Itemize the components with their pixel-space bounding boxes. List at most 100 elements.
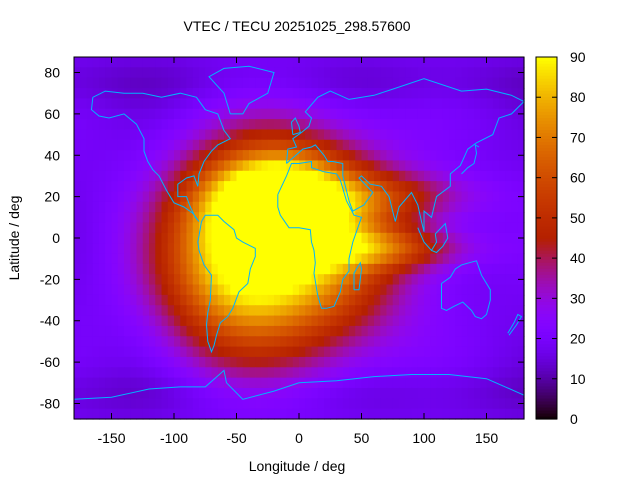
colorbar-segment bbox=[536, 189, 557, 194]
heatmap-cell bbox=[317, 274, 325, 286]
heatmap-cell bbox=[317, 98, 325, 110]
heatmap-cell bbox=[205, 57, 213, 68]
heatmap-cell bbox=[174, 139, 181, 151]
heatmap-cell bbox=[355, 253, 363, 265]
heatmap-cell bbox=[517, 57, 525, 68]
heatmap-cell bbox=[342, 57, 350, 68]
heatmap-cell bbox=[255, 377, 263, 389]
heatmap-cell bbox=[505, 263, 513, 275]
heatmap-cell bbox=[80, 274, 88, 286]
heatmap-cell bbox=[99, 243, 106, 255]
heatmap-cell bbox=[274, 408, 281, 420]
colorbar-segment bbox=[536, 75, 557, 79]
heatmap-cell bbox=[486, 201, 494, 213]
heatmap-cell bbox=[311, 77, 319, 89]
heatmap-cell bbox=[355, 274, 363, 286]
heatmap-cell bbox=[142, 346, 150, 358]
heatmap-cell bbox=[280, 274, 288, 286]
heatmap-cell bbox=[286, 212, 294, 224]
heatmap-cell bbox=[492, 294, 500, 306]
colorbar-segment bbox=[536, 231, 557, 236]
heatmap-cell bbox=[130, 232, 138, 244]
heatmap-cell bbox=[405, 346, 413, 358]
heatmap-cell bbox=[286, 356, 294, 368]
heatmap-cell bbox=[455, 67, 463, 79]
heatmap-cell bbox=[117, 232, 125, 244]
heatmap-cell bbox=[505, 346, 513, 358]
heatmap-cell bbox=[411, 129, 419, 141]
heatmap-cell bbox=[186, 346, 194, 358]
heatmap-cell bbox=[236, 181, 244, 193]
heatmap-cell bbox=[349, 387, 356, 399]
heatmap-cell bbox=[255, 274, 263, 286]
heatmap-cell bbox=[517, 253, 525, 265]
heatmap-cell bbox=[355, 356, 363, 368]
heatmap-cell bbox=[124, 181, 131, 193]
heatmap-cell bbox=[517, 201, 525, 213]
colorbar-segment bbox=[536, 322, 557, 327]
heatmap-cell bbox=[474, 119, 481, 130]
heatmap-cell bbox=[342, 67, 350, 79]
heatmap-cell bbox=[117, 336, 125, 348]
heatmap-cell bbox=[505, 160, 513, 172]
heatmap-cell bbox=[367, 274, 375, 286]
heatmap-cell bbox=[136, 315, 144, 327]
heatmap-cell bbox=[467, 408, 475, 420]
heatmap-cell bbox=[386, 408, 394, 420]
heatmap-cell bbox=[142, 377, 150, 389]
heatmap-cell bbox=[224, 408, 231, 420]
colorbar-segment bbox=[536, 90, 557, 94]
heatmap-cell bbox=[349, 336, 356, 348]
heatmap-cell bbox=[386, 294, 394, 306]
heatmap-cell bbox=[417, 398, 425, 410]
heatmap-cell bbox=[249, 253, 256, 265]
heatmap-cell bbox=[511, 305, 519, 317]
heatmap-cell bbox=[455, 263, 463, 275]
heatmap-cell bbox=[92, 336, 100, 348]
colorbar-segment bbox=[536, 207, 557, 212]
heatmap-cell bbox=[517, 139, 525, 151]
heatmap-cell bbox=[480, 57, 488, 68]
heatmap-cell bbox=[205, 201, 213, 213]
heatmap-cell bbox=[317, 367, 325, 379]
heatmap-cell bbox=[299, 305, 306, 317]
heatmap-cell bbox=[399, 98, 406, 110]
heatmap-cell bbox=[442, 77, 450, 89]
heatmap-cell bbox=[299, 408, 306, 420]
heatmap-cell bbox=[92, 139, 100, 151]
heatmap-cell bbox=[324, 253, 331, 265]
heatmap-cell bbox=[205, 408, 213, 420]
heatmap-cell bbox=[311, 325, 319, 337]
heatmap-cell bbox=[249, 263, 256, 275]
heatmap-cell bbox=[117, 160, 125, 172]
heatmap-cell bbox=[236, 98, 244, 110]
heatmap-cell bbox=[142, 98, 150, 110]
heatmap-cell bbox=[111, 170, 119, 182]
heatmap-cell bbox=[430, 325, 438, 337]
heatmap-cell bbox=[467, 129, 475, 141]
heatmap-cell bbox=[299, 57, 306, 68]
heatmap-cell bbox=[505, 57, 513, 68]
colorbar-segment bbox=[536, 69, 557, 73]
heatmap-cell bbox=[261, 129, 269, 141]
heatmap-cell bbox=[511, 408, 519, 420]
heatmap-cell bbox=[211, 222, 219, 234]
heatmap-cell bbox=[324, 108, 331, 120]
heatmap-cell bbox=[205, 108, 213, 120]
heatmap-cell bbox=[411, 274, 419, 286]
heatmap-cell bbox=[499, 294, 506, 306]
colorbar-segment bbox=[536, 295, 557, 299]
heatmap-cell bbox=[217, 160, 225, 172]
heatmap-cell bbox=[349, 346, 356, 358]
heatmap-cell bbox=[117, 67, 125, 79]
heatmap-cell bbox=[361, 253, 369, 265]
heatmap-cell bbox=[436, 284, 444, 296]
heatmap-cell bbox=[267, 232, 275, 244]
heatmap-cell bbox=[192, 150, 200, 162]
heatmap-cell bbox=[480, 243, 488, 255]
heatmap-cell bbox=[480, 67, 488, 79]
heatmap-cell bbox=[199, 201, 206, 213]
heatmap-cell bbox=[330, 274, 338, 286]
heatmap-cell bbox=[192, 98, 200, 110]
heatmap-cell bbox=[511, 57, 519, 68]
